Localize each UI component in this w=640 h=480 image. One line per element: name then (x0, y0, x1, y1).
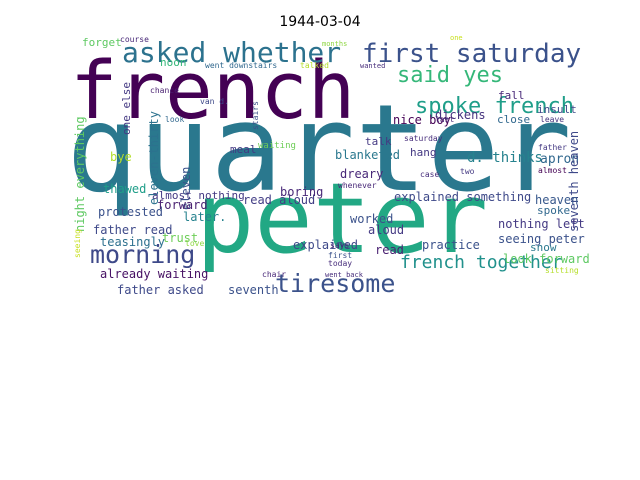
word: seeing (73, 229, 82, 258)
word: look (165, 115, 184, 124)
word: today (328, 259, 352, 268)
word: last (435, 115, 454, 124)
word: talked (300, 61, 329, 70)
word: first (328, 251, 352, 260)
word: father asked (117, 283, 204, 297)
word: forward (157, 198, 208, 212)
word: trust (162, 231, 198, 245)
word: dickens (435, 108, 486, 122)
word: said yes (397, 63, 503, 88)
word: eleven-thirty (147, 111, 161, 205)
word: thawed (103, 182, 146, 196)
word: says (330, 241, 349, 250)
word: tiresome (275, 269, 395, 298)
word: stairs (251, 101, 260, 130)
word: apron (540, 152, 579, 167)
word: two (460, 167, 475, 176)
word: sitting (545, 266, 579, 275)
word: eleven (179, 167, 193, 210)
word: practice (422, 238, 480, 252)
word: heaven (535, 193, 578, 207)
word: nice boy (393, 113, 451, 127)
word: spoke french (415, 94, 574, 119)
word: father (538, 143, 567, 152)
word: seeing peter (498, 232, 585, 246)
chart-title: 1944-03-04 (279, 14, 360, 30)
word: asked whether (122, 36, 341, 69)
word: dreary (340, 167, 383, 181)
word: french together (400, 252, 563, 273)
word: course (120, 35, 149, 44)
word: french (70, 45, 355, 137)
word: explained (293, 238, 358, 252)
word: went back (325, 271, 364, 279)
word: morning (90, 240, 195, 269)
word: close (497, 113, 530, 126)
word: night everything (73, 116, 87, 232)
word: boring (280, 185, 323, 199)
word: snow (530, 241, 557, 254)
word: months (322, 40, 347, 48)
word: seventh (228, 283, 279, 297)
word: look forward (503, 252, 590, 266)
word: whenever (338, 181, 377, 190)
word: quarter (66, 80, 572, 219)
word: protested (98, 205, 163, 219)
word: one else (120, 82, 133, 135)
word: peter (196, 162, 488, 275)
word: read aloud (243, 193, 315, 207)
word: blanketed (335, 148, 400, 162)
word: forget (82, 36, 122, 49)
word: noon (160, 56, 187, 69)
word: read (375, 243, 404, 257)
word: seventh heaven (567, 131, 581, 232)
word: meal (230, 143, 257, 156)
word: almost (538, 166, 567, 175)
word: case (420, 170, 439, 179)
word: fall (498, 89, 525, 102)
word: van d. (200, 97, 229, 106)
word: father read (93, 223, 172, 237)
word: love (185, 239, 204, 248)
word: already waiting (100, 267, 208, 281)
word: talk (365, 135, 392, 148)
word: waiting (258, 141, 296, 151)
word: insult (537, 103, 577, 116)
word: chair (262, 270, 286, 279)
word: aloud (368, 223, 404, 237)
word: d. thinks (467, 150, 543, 166)
word: one (450, 34, 463, 42)
word: saturday (404, 134, 443, 143)
word: hang (410, 146, 437, 159)
word: nothing left (498, 217, 585, 231)
word: worked (350, 212, 393, 226)
word: almost nothing (152, 189, 245, 202)
word: leave (540, 115, 564, 124)
word: teasingly (100, 235, 165, 249)
word: explained something (394, 190, 531, 204)
word: bye (110, 150, 132, 164)
word: first saturday (362, 39, 581, 69)
word: wanted (360, 62, 385, 70)
word: later. (183, 210, 226, 224)
word: chance (150, 86, 179, 95)
word: went downstairs (205, 61, 277, 70)
word: spoke (537, 204, 570, 217)
